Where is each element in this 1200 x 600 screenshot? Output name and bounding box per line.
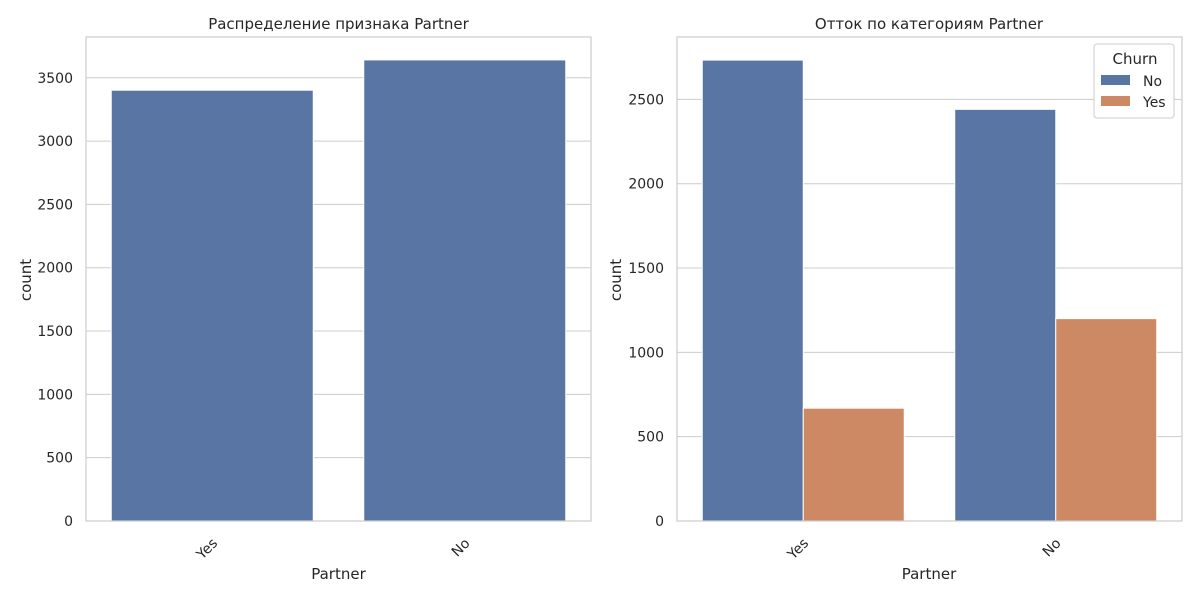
- chart-churn-by-partner: Отток по категориям Partner Partner coun…: [607, 15, 1183, 583]
- y-tick-label: 1000: [37, 387, 73, 403]
- y-tick-label: 3000: [37, 134, 73, 150]
- y-axis-label: count: [607, 259, 625, 301]
- x-tick-label: No: [1040, 536, 1065, 561]
- legend-swatch-no: [1101, 75, 1130, 85]
- legend-label-yes: Yes: [1142, 95, 1166, 111]
- y-tick-label: 3500: [37, 71, 73, 87]
- bar-no: [363, 59, 567, 522]
- legend-swatch-yes: [1101, 96, 1130, 106]
- axes-frame: [676, 36, 1183, 522]
- y-tick-label: 2000: [628, 177, 664, 193]
- y-tick-label: 2500: [628, 92, 664, 108]
- chart-partner-distribution: Распределение признака Partner Partner c…: [17, 15, 592, 583]
- plot-area: [676, 36, 1183, 522]
- y-tick-label: 500: [637, 430, 664, 446]
- x-tick-label: Yes: [193, 536, 221, 564]
- y-tick-label: 500: [46, 451, 73, 467]
- bar-yes-no: [1055, 318, 1158, 522]
- bar-no-no: [954, 108, 1057, 522]
- y-tick-label: 2000: [37, 261, 73, 277]
- x-tick-label: No: [449, 536, 474, 561]
- legend-label-no: No: [1143, 74, 1162, 90]
- x-tick-label: Yes: [784, 536, 812, 564]
- bars: [701, 59, 1158, 522]
- bar-yes-yes: [802, 407, 905, 522]
- x-axis-label: Partner: [311, 565, 366, 583]
- y-tick-label: 0: [64, 514, 73, 530]
- chart-title: Отток по категориям Partner: [815, 15, 1044, 33]
- bar-no-yes: [701, 59, 804, 522]
- bars: [110, 59, 567, 522]
- bar-yes: [110, 89, 314, 522]
- y-axis-label: count: [17, 259, 35, 301]
- y-tick-label: 1500: [628, 261, 664, 277]
- axes-frame: [85, 36, 592, 522]
- plot-area: [85, 36, 592, 522]
- legend-title: Churn: [1113, 50, 1158, 68]
- legend: Churn No Yes: [1093, 43, 1175, 119]
- chart-title: Распределение признака Partner: [208, 15, 469, 33]
- y-tick-label: 1000: [628, 345, 664, 361]
- y-tick-label: 1500: [37, 324, 73, 340]
- y-tick-label: 0: [655, 514, 664, 530]
- y-tick-label: 2500: [37, 197, 73, 213]
- x-axis-label: Partner: [902, 565, 957, 583]
